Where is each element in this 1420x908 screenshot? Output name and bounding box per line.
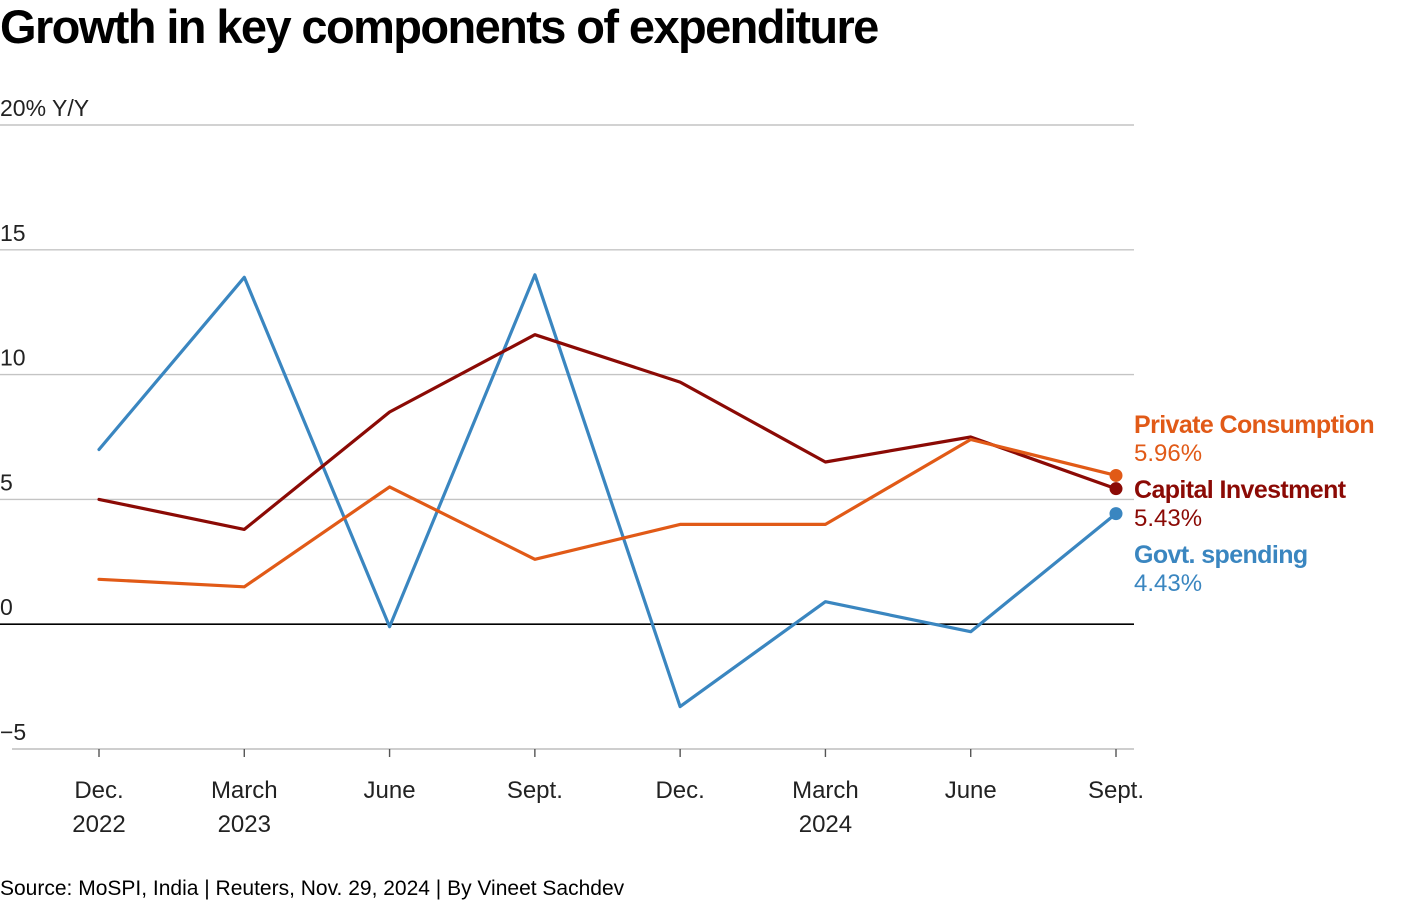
x-axis: Dec. 2022 March 2023 June Sept. Dec. March 2024 J…	[12, 748, 1144, 838]
y-tick-label: 10	[0, 345, 26, 371]
series-value-capital-investment: 5.43%	[1134, 505, 1202, 532]
x-tick-label: June	[364, 777, 416, 804]
x-tick-label: March	[792, 777, 859, 804]
y-tick-label: −5	[0, 719, 26, 745]
end-point-govt-spending	[1109, 507, 1123, 521]
end-point-capital-investment	[1109, 482, 1123, 496]
x-tick-label: 2024	[799, 811, 852, 838]
series-line-private-consumption	[97, 437, 1118, 589]
x-tick-label: 2023	[218, 811, 271, 838]
source-note: Source: MoSPI, India | Reuters, Nov. 29,…	[0, 877, 625, 900]
x-tick-label: March	[211, 777, 278, 804]
series-label-private-consumption: Private Consumption	[1134, 411, 1374, 439]
series-value-private-consumption: 5.96%	[1134, 440, 1202, 467]
x-tick-label: Sept.	[1088, 777, 1144, 804]
y-tick-label: 20% Y/Y	[0, 95, 89, 121]
x-tick-label: Dec.	[655, 777, 704, 804]
x-tick-label: Sept.	[507, 777, 563, 804]
series-line-capital-investment	[97, 333, 1118, 532]
y-tick-label: 5	[0, 469, 13, 495]
y-tick-label: 0	[0, 594, 13, 620]
series-lines	[97, 273, 1123, 709]
chart-title: Growth in key components of expenditure	[0, 0, 879, 53]
x-tick-label: 2022	[72, 811, 125, 838]
series-line-govt-spending	[97, 273, 1118, 709]
y-axis-tick-labels: −5 0 5 10 15 20% Y/Y	[0, 95, 89, 745]
end-point-private-consumption	[1109, 468, 1123, 482]
x-tick-label: June	[945, 777, 997, 804]
series-value-govt-spending: 4.43%	[1134, 570, 1202, 597]
y-tick-label: 15	[0, 220, 26, 246]
x-tick-label: Dec.	[74, 777, 123, 804]
series-label-govt-spending: Govt. spending	[1134, 541, 1308, 569]
series-label-capital-investment: Capital Investment	[1134, 476, 1347, 504]
